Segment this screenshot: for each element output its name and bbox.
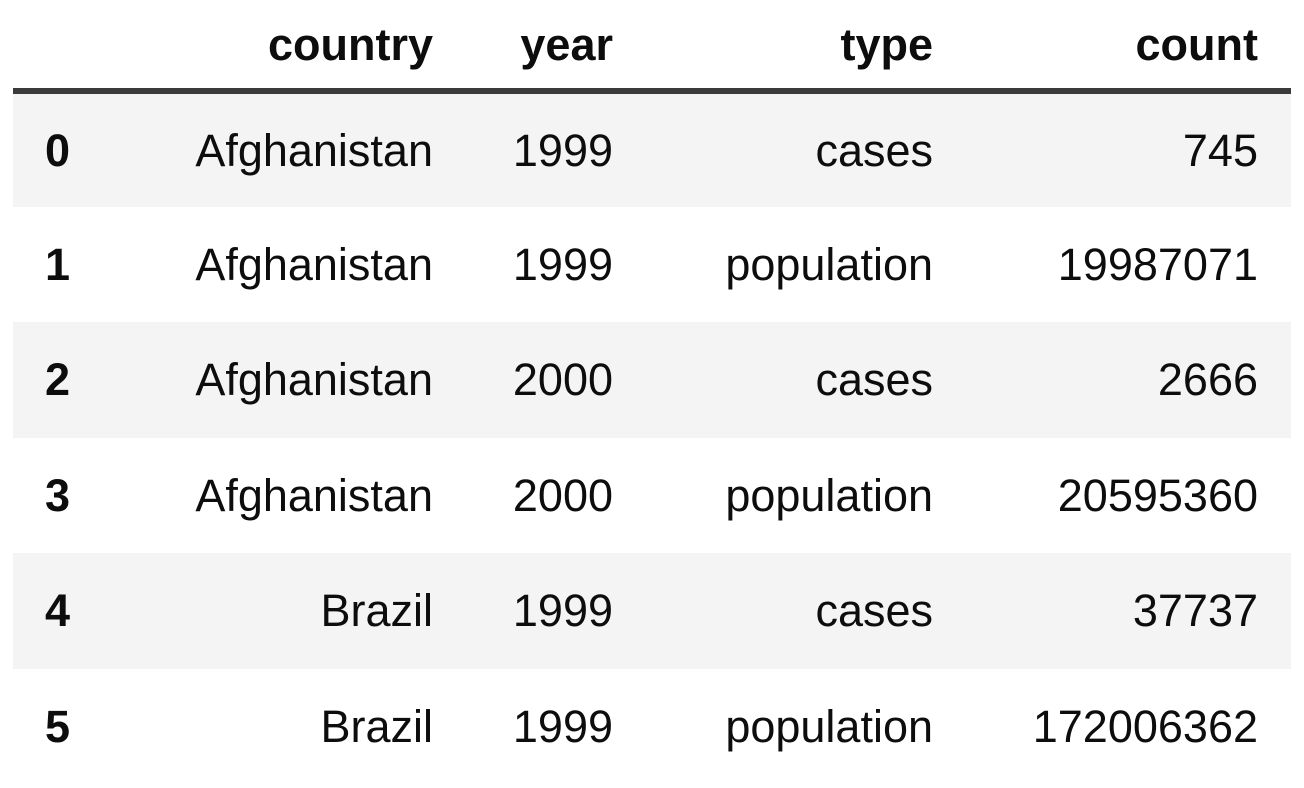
cell-type: cases bbox=[815, 585, 933, 637]
cell-year: 1999 bbox=[512, 700, 613, 752]
header-row: country year type count bbox=[13, 0, 1291, 94]
row-index: 0 bbox=[45, 124, 71, 176]
column-header-year: year bbox=[433, 0, 613, 94]
cell-count: 37737 bbox=[1132, 585, 1258, 637]
row-index: 1 bbox=[45, 238, 71, 290]
cell-type: cases bbox=[815, 124, 933, 176]
table-body: 0 Afghanistan 1999 cases 745 1 Afghanist… bbox=[13, 91, 1291, 784]
cell-country: Afghanistan bbox=[195, 354, 433, 406]
cell-count: 19987071 bbox=[1057, 238, 1258, 290]
cell-country: Brazil bbox=[320, 585, 433, 637]
table-row: 0 Afghanistan 1999 cases 745 bbox=[13, 91, 1291, 207]
row-index: 5 bbox=[45, 700, 71, 752]
cell-type: population bbox=[725, 469, 933, 521]
cell-count: 20595360 bbox=[1057, 469, 1258, 521]
cell-year: 1999 bbox=[512, 124, 613, 176]
cell-country: Afghanistan bbox=[195, 469, 433, 521]
cell-year: 2000 bbox=[512, 469, 613, 521]
cell-year: 1999 bbox=[512, 585, 613, 637]
cell-year: 1999 bbox=[512, 238, 613, 290]
cell-country: Brazil bbox=[320, 700, 433, 752]
cell-type: population bbox=[725, 700, 933, 752]
cell-year: 2000 bbox=[512, 354, 613, 406]
cell-count: 172006362 bbox=[1032, 700, 1258, 752]
table-header: country year type count bbox=[13, 0, 1291, 94]
row-index: 4 bbox=[45, 585, 71, 637]
column-header-country: country bbox=[88, 0, 433, 94]
row-index: 3 bbox=[45, 469, 71, 521]
table-row: 3 Afghanistan 2000 population 20595360 bbox=[13, 438, 1291, 554]
dataframe-table: country year type count 0 Afghanistan 19… bbox=[13, 0, 1291, 784]
cell-type: population bbox=[725, 238, 933, 290]
column-header-count: count bbox=[933, 0, 1291, 94]
table-row: 5 Brazil 1999 population 172006362 bbox=[13, 669, 1291, 785]
cell-count: 745 bbox=[1182, 124, 1258, 176]
cell-country: Afghanistan bbox=[195, 238, 433, 290]
cell-type: cases bbox=[815, 354, 933, 406]
table-row: 1 Afghanistan 1999 population 19987071 bbox=[13, 207, 1291, 323]
table-row: 4 Brazil 1999 cases 37737 bbox=[13, 553, 1291, 669]
table-row: 2 Afghanistan 2000 cases 2666 bbox=[13, 322, 1291, 438]
cell-country: Afghanistan bbox=[195, 124, 433, 176]
cell-count: 2666 bbox=[1157, 354, 1258, 406]
column-header-type: type bbox=[613, 0, 933, 94]
row-index: 2 bbox=[45, 354, 71, 406]
index-corner-header bbox=[13, 0, 88, 94]
